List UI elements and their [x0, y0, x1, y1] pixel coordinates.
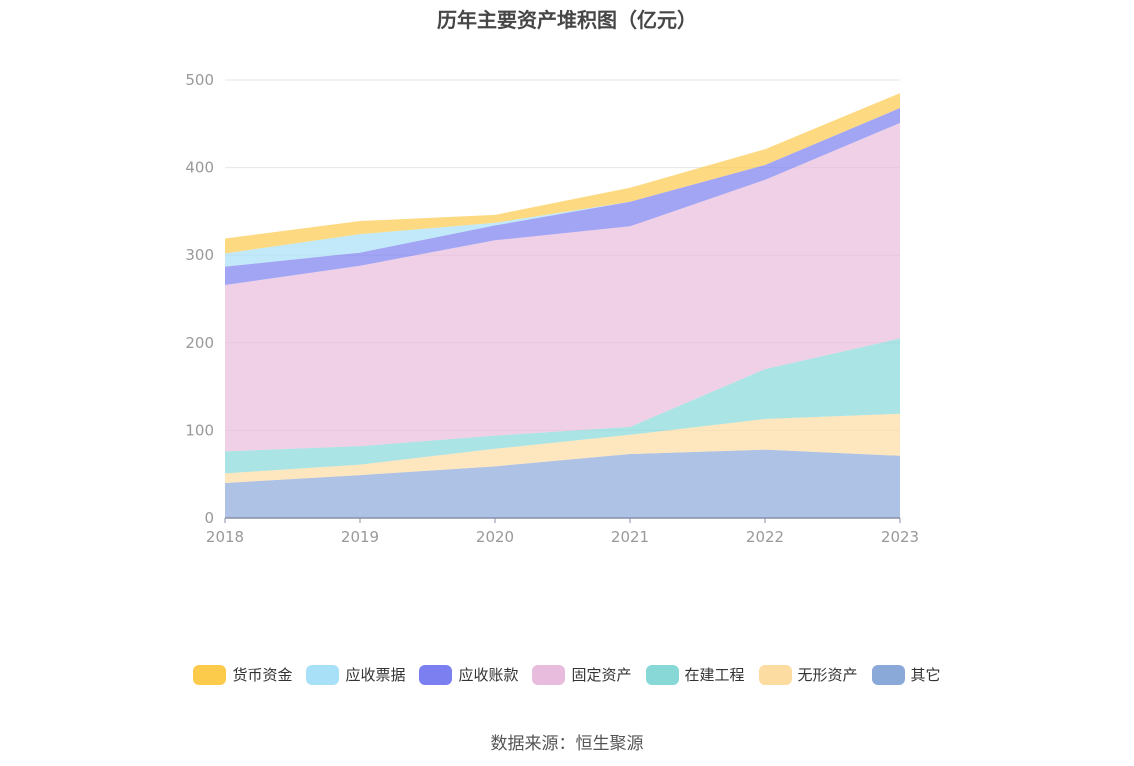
area-series — [225, 108, 900, 285]
y-tick-label: 0 — [204, 509, 214, 527]
x-tick-label: 2020 — [476, 528, 514, 546]
y-tick-label: 100 — [185, 421, 214, 439]
legend-item[interactable]: 货币资金 — [193, 664, 292, 685]
source-note: 数据来源：恒生聚源 — [490, 734, 644, 754]
legend-label: 应收票据 — [345, 666, 406, 684]
x-tick-label: 2022 — [746, 528, 784, 546]
legend-label: 在建工程 — [684, 666, 745, 684]
y-tick-label: 200 — [185, 334, 214, 352]
legend-item[interactable]: 应收账款 — [419, 664, 518, 685]
legend-swatch — [419, 664, 453, 685]
area-series — [225, 93, 900, 254]
legend-swatch — [871, 664, 905, 685]
legend-item[interactable]: 其它 — [871, 664, 941, 685]
legend-swatch — [306, 664, 340, 685]
legend-swatch — [532, 664, 566, 685]
y-tick-label: 500 — [185, 71, 214, 89]
area-series — [225, 122, 900, 452]
chart-title: 历年主要资产堆积图（亿元） — [437, 8, 697, 32]
legend-label: 货币资金 — [232, 666, 293, 684]
chart-legend: 货币资金 应收票据 应收账款 固定资产 在建工程 无形资产 其它 — [0, 664, 1134, 685]
y-tick-label: 300 — [185, 246, 214, 264]
legend-item[interactable]: 固定资产 — [532, 664, 632, 685]
area-series — [225, 338, 900, 474]
x-tick-label: 2019 — [341, 528, 379, 546]
legend-swatch — [193, 664, 227, 685]
area-series — [225, 413, 900, 483]
legend-item[interactable]: 应收票据 — [306, 664, 405, 685]
y-tick-label: 400 — [185, 159, 214, 177]
legend-swatch — [645, 664, 679, 685]
legend-label: 无形资产 — [797, 666, 858, 684]
legend-item[interactable]: 在建工程 — [645, 664, 745, 685]
x-tick-label: 2021 — [611, 528, 649, 546]
x-tick-label: 2018 — [206, 528, 244, 546]
legend-label: 固定资产 — [571, 666, 632, 684]
legend-label: 其它 — [910, 666, 941, 684]
legend-item[interactable]: 无形资产 — [758, 664, 858, 685]
x-tick-label: 2023 — [881, 528, 919, 546]
stacked-area-chart: 0 100 200 300 400 500 2018 2019 2020 2021 2022 2023 — [185, 71, 919, 546]
area-series — [225, 108, 900, 267]
legend-label: 应收账款 — [458, 666, 519, 684]
legend-swatch — [758, 664, 792, 685]
area-series — [225, 449, 900, 518]
